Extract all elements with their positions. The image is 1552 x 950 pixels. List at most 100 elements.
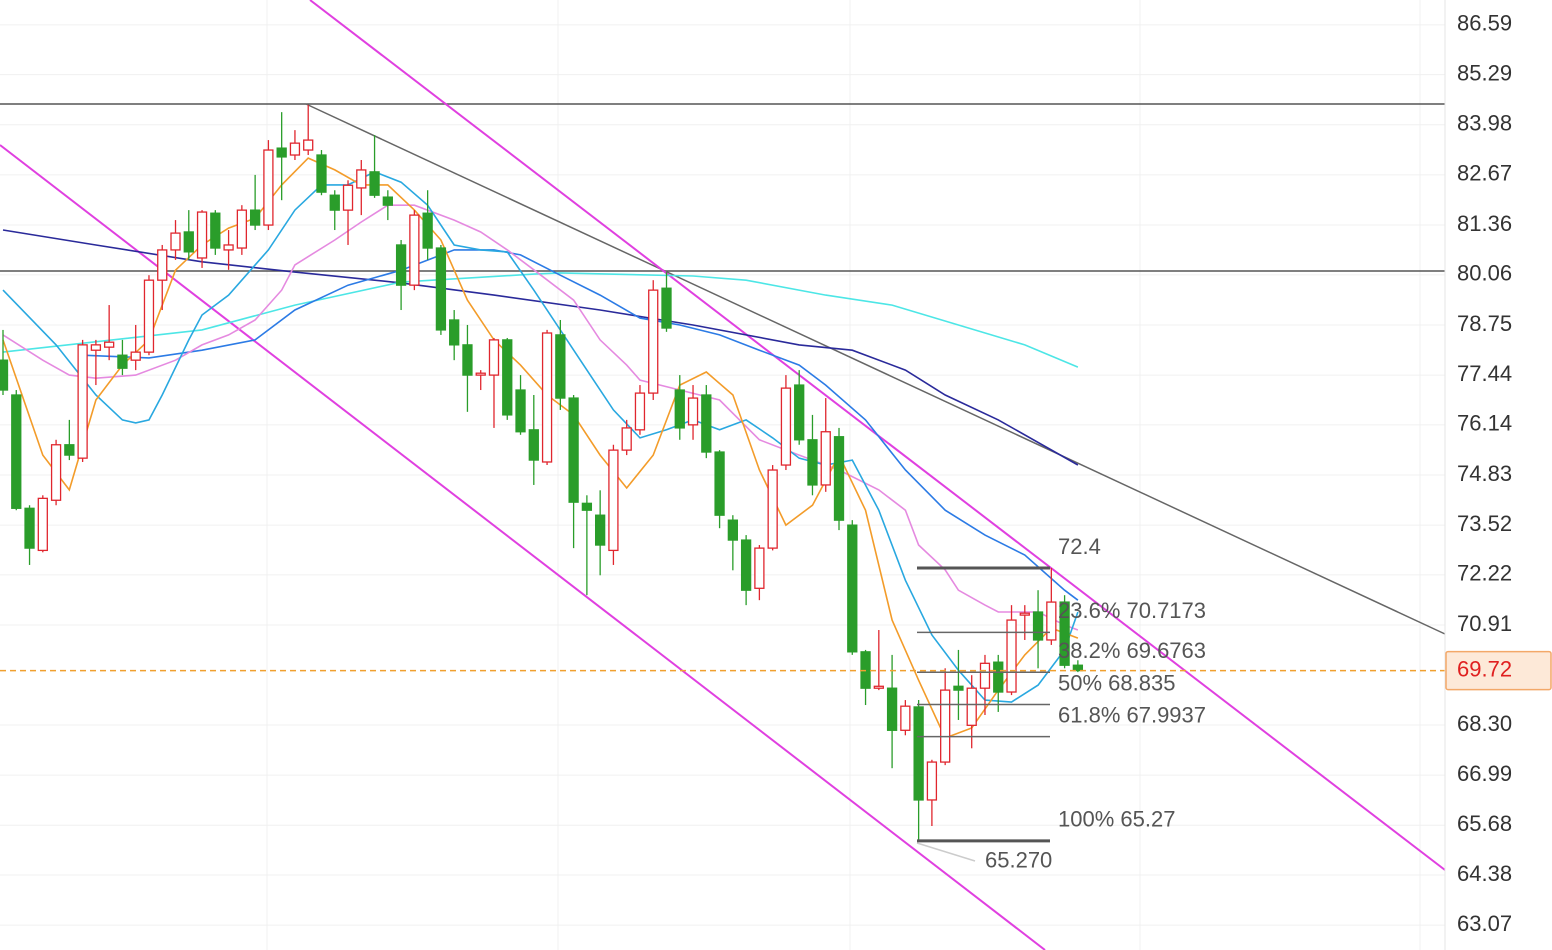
candle-body bbox=[754, 547, 765, 589]
candle-body bbox=[740, 539, 752, 591]
candle-body bbox=[1072, 664, 1084, 672]
candle-body bbox=[687, 397, 699, 426]
fib-label: 23.6% 70.7173 bbox=[1058, 598, 1206, 623]
candle-body bbox=[356, 169, 367, 189]
candle-body bbox=[382, 196, 393, 206]
candle-body bbox=[196, 211, 208, 259]
fibonacci: 72.4 23.6% 70.7173 38.2% 69.6763 50% 68.835… bbox=[0, 534, 1445, 873]
candle-body bbox=[555, 334, 566, 399]
candle-body bbox=[661, 287, 672, 329]
y-tick-label: 80.06 bbox=[1457, 261, 1512, 286]
candle-body bbox=[648, 289, 659, 394]
candle-body bbox=[90, 344, 102, 351]
candle-body bbox=[595, 514, 606, 546]
candle-body bbox=[568, 397, 579, 503]
candle-body bbox=[727, 519, 738, 541]
candle-body bbox=[966, 687, 977, 726]
candle-body bbox=[794, 384, 805, 441]
candle-body bbox=[940, 689, 951, 763]
candle-body bbox=[50, 444, 62, 501]
y-tick-label: 70.91 bbox=[1457, 611, 1512, 636]
fib-label: 38.2% 69.6763 bbox=[1058, 638, 1206, 663]
y-tick-label: 64.38 bbox=[1457, 861, 1512, 886]
moving-average bbox=[2, 229, 1079, 466]
candle-body bbox=[64, 444, 75, 456]
fib-label: 61.8% 67.9937 bbox=[1058, 702, 1206, 727]
candle-body bbox=[807, 439, 818, 486]
candle-body bbox=[223, 244, 234, 251]
candle-body bbox=[276, 147, 287, 158]
candle-body bbox=[833, 436, 845, 521]
candle-body bbox=[847, 524, 858, 653]
candle-body bbox=[303, 139, 314, 151]
candle-body bbox=[24, 507, 35, 549]
candle-body bbox=[1006, 619, 1017, 693]
candle-body bbox=[435, 247, 447, 331]
channel-line bbox=[0, 144, 1046, 950]
candle-body bbox=[953, 685, 964, 691]
candle-body bbox=[342, 184, 354, 211]
candle-body bbox=[263, 149, 274, 226]
candle-body bbox=[157, 249, 168, 281]
candle-body bbox=[515, 389, 526, 433]
axis-background bbox=[1446, 0, 1552, 950]
candle-body bbox=[475, 372, 486, 376]
candle-body bbox=[621, 427, 632, 451]
candle-body bbox=[1032, 611, 1044, 641]
fib-label: 50% 68.835 bbox=[1058, 670, 1175, 695]
candle-body bbox=[117, 354, 128, 369]
candle-body bbox=[249, 209, 261, 226]
candle-body bbox=[979, 662, 991, 689]
candle-body bbox=[488, 339, 500, 376]
candle-body bbox=[422, 212, 433, 249]
y-tick-label: 66.99 bbox=[1457, 761, 1512, 786]
candle-body bbox=[183, 231, 194, 253]
candle-body bbox=[608, 449, 619, 552]
candle-body bbox=[926, 761, 938, 801]
y-tick-label: 73.52 bbox=[1457, 511, 1512, 536]
candle-body bbox=[409, 214, 420, 286]
y-tick-label: 74.83 bbox=[1457, 461, 1512, 486]
candle-body bbox=[329, 194, 340, 211]
candle-body bbox=[701, 394, 712, 453]
y-tick-label: 82.67 bbox=[1457, 161, 1512, 186]
candle-body bbox=[316, 154, 327, 193]
moving-average bbox=[2, 204, 1079, 631]
y-tick-label: 72.22 bbox=[1457, 561, 1512, 586]
candle-body bbox=[581, 502, 593, 511]
low-label: 65.270 bbox=[985, 848, 1052, 873]
moving-average bbox=[2, 171, 1079, 703]
candle-body bbox=[369, 171, 380, 196]
y-tick-label: 77.44 bbox=[1457, 361, 1512, 386]
candle-body bbox=[77, 344, 88, 459]
y-tick-label: 68.30 bbox=[1457, 711, 1512, 736]
trend-line bbox=[305, 103, 1446, 635]
candle-body bbox=[886, 687, 898, 731]
moving-average bbox=[2, 272, 1079, 368]
candle-body bbox=[1019, 612, 1030, 616]
candle-body bbox=[210, 212, 221, 249]
fib-label: 100% 65.27 bbox=[1058, 807, 1175, 832]
last-price-label: 69.72 bbox=[1457, 656, 1512, 681]
candle-body bbox=[767, 469, 778, 549]
candle-body bbox=[634, 392, 646, 431]
y-tick-label: 65.68 bbox=[1457, 811, 1512, 836]
candle-body bbox=[714, 451, 725, 516]
candle-body bbox=[674, 389, 685, 429]
candle-body bbox=[236, 209, 248, 249]
candle-body bbox=[37, 497, 48, 552]
candle-body bbox=[528, 429, 539, 461]
last-price-box bbox=[1445, 650, 1552, 691]
y-tick-label: 85.29 bbox=[1457, 60, 1512, 85]
candle-body bbox=[820, 431, 831, 486]
candle-body bbox=[462, 344, 473, 376]
candle-body bbox=[289, 142, 301, 156]
candle-body bbox=[170, 232, 181, 251]
candle-body bbox=[0, 359, 9, 391]
candle-body bbox=[449, 319, 460, 346]
candle-body bbox=[104, 341, 115, 348]
candle-body bbox=[143, 279, 155, 353]
y-axis: 86.59 85.29 83.98 82.67 81.36 80.06 78.75 77.44… bbox=[1444, 0, 1552, 950]
